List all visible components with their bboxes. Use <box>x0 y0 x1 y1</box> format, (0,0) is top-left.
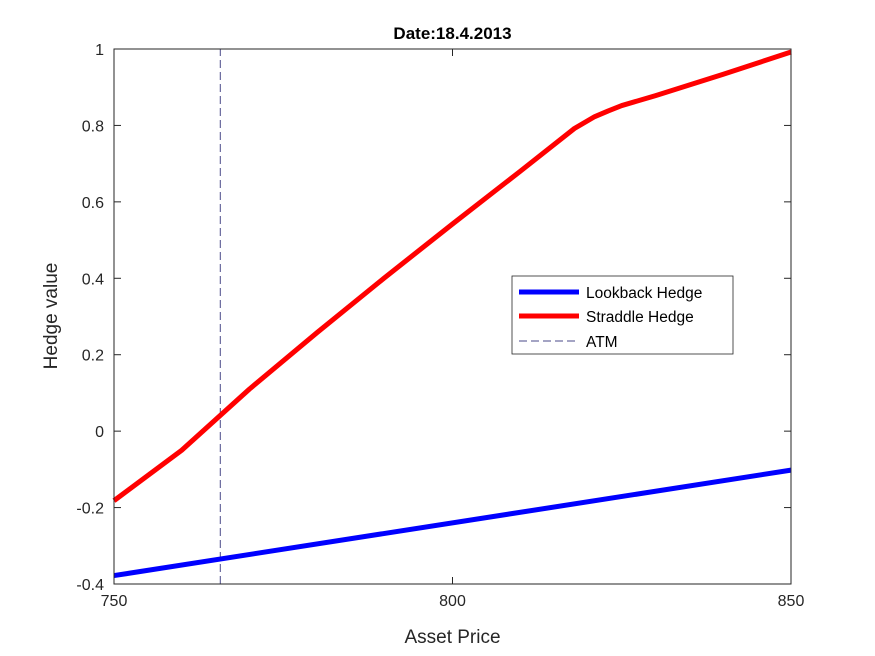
x-tick-label: 750 <box>101 593 128 610</box>
legend-label-straddle: Straddle Hedge <box>586 309 694 326</box>
legend-label-lookback: Lookback Hedge <box>586 285 702 302</box>
series-line-straddle-hedge <box>112 49 792 503</box>
x-tick-label: 850 <box>778 593 805 610</box>
x-axis-label: Asset Price <box>404 627 500 648</box>
y-tick-label: 1 <box>95 42 104 59</box>
legend-label-atm: ATM <box>586 334 618 351</box>
y-tick-label: 0 <box>95 424 104 441</box>
y-axis-label: Hedge value <box>41 263 62 370</box>
y-tick-label: 0.6 <box>82 195 104 212</box>
series-layer <box>112 49 792 584</box>
chart-title: Date:18.4.2013 <box>393 24 511 43</box>
y-tick-label: 0.4 <box>82 271 104 288</box>
y-tick-label: -0.2 <box>76 501 104 518</box>
x-tick-label: 800 <box>439 593 466 610</box>
y-tick-label: 0.2 <box>82 348 104 365</box>
y-tick-label: -0.4 <box>76 577 104 594</box>
legend: Lookback Hedge Straddle Hedge ATM <box>511 275 734 355</box>
y-tick-label: 0.8 <box>82 118 104 135</box>
series-line-lookback-hedge <box>113 467 792 579</box>
tick-layer: 750 800 850 -0.4 -0.2 0 0.2 0.4 0.6 0.8 1 <box>76 42 804 610</box>
